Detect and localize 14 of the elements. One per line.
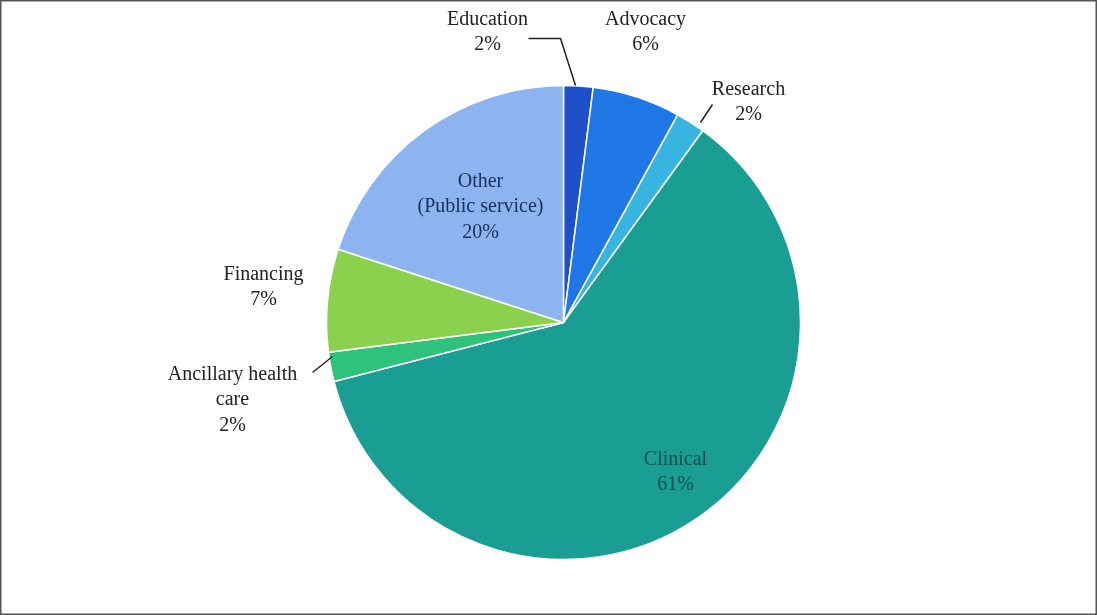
data-label: 2% <box>219 412 246 435</box>
data-label: 2% <box>474 32 501 55</box>
slice-label: Ancillary health care <box>167 362 298 410</box>
slice-label: Clinical <box>643 446 708 469</box>
data-label: 6% <box>632 32 659 55</box>
slice-label: Advocacy <box>604 6 687 30</box>
data-label: 2% <box>735 102 762 125</box>
data-label: 7% <box>250 287 277 310</box>
slice-label: Financing <box>223 261 304 285</box>
slice-label: Other (Public service) <box>417 169 544 218</box>
data-label: 20% <box>462 219 499 242</box>
slice-label: Education <box>446 6 529 29</box>
slice-label: Research <box>711 76 786 99</box>
data-label: 61% <box>657 472 694 495</box>
